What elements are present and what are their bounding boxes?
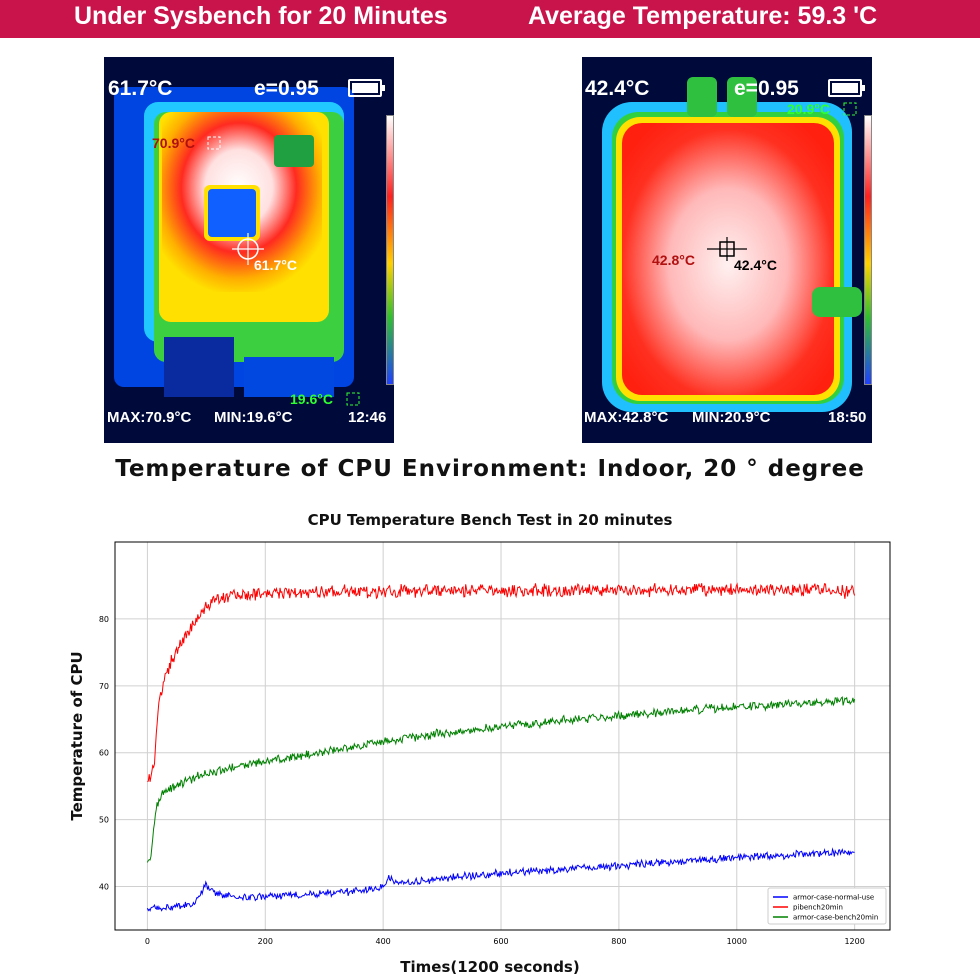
thermal-left-color-scale <box>386 115 394 385</box>
series-line-pibench20min <box>147 582 856 783</box>
x-tick-label: 0 <box>145 937 150 946</box>
thermal-right-time: 18:50 <box>828 409 867 426</box>
x-tick-label: 1000 <box>727 937 747 946</box>
plot-area <box>115 542 890 930</box>
thermal-right-min: MIN:20.9°C <box>692 409 771 426</box>
plot-frame <box>114 541 891 931</box>
thermal-left-max: MAX:70.9°C <box>107 409 192 426</box>
y-tick-label: 80 <box>99 615 109 624</box>
y-tick-label: 70 <box>99 682 109 691</box>
battery-icon <box>828 79 865 97</box>
thermal-left-min: MIN:19.6°C <box>214 409 293 426</box>
environment-subtitle: Temperature of CPU Environment: Indoor, … <box>115 456 865 482</box>
x-axis-label: Times(1200 seconds) <box>400 958 579 976</box>
thermal-right-cold-spot: 20.9°C <box>787 101 830 117</box>
thermal-left-hot-spot: 70.9°C <box>152 135 195 151</box>
thermal-left-center-spot: 61.7°C <box>254 257 297 273</box>
x-tick-label: 1200 <box>844 937 864 946</box>
series-line-armor-case-normal-use <box>146 847 855 912</box>
legend-entry: armor-case-bench20min <box>793 914 878 922</box>
thermal-right-emissivity: e=0.95 <box>734 77 799 100</box>
chart-title: CPU Temperature Bench Test in 20 minutes <box>307 511 673 529</box>
legend-entry: pibench20min <box>793 904 843 912</box>
x-tick-label: 600 <box>493 937 508 946</box>
legend-entry: armor-case-normal-use <box>793 894 874 902</box>
header-banner: Under Sysbench for 20 Minutes Average Te… <box>0 0 980 38</box>
thermal-board-graphic <box>104 57 394 443</box>
thermal-right-reading: 42.4°C <box>585 77 650 100</box>
x-tick-label: 400 <box>376 937 391 946</box>
y-axis-label: Temperature of CPU <box>68 651 86 820</box>
thermal-right-center-spot: 42.4°C <box>734 257 777 273</box>
thermal-left-emissivity: e=0.95 <box>254 77 319 100</box>
temperature-line-chart: 0 200 400 600 800 1000 1200 40 50 60 70 80 Times(120… <box>68 541 891 976</box>
thermal-right-max: MAX:42.8°C <box>584 409 669 426</box>
banner-right-text: Average Temperature: 59.3 'C <box>528 2 878 30</box>
x-tick-label: 200 <box>258 937 273 946</box>
banner-left-text: Under Sysbench for 20 Minutes <box>74 2 448 30</box>
thermal-left-reading: 61.7°C <box>108 77 173 100</box>
thermal-left-time: 12:46 <box>348 409 387 426</box>
series-line-armor-case-bench20min <box>146 696 856 863</box>
y-tick-label: 40 <box>99 883 109 892</box>
x-tick-label: 800 <box>611 937 626 946</box>
thermal-image-case: 42.4°C e=0.95 20.9°C 42.8°C 42.4°C MAX:4… <box>582 57 872 443</box>
chart-legend: armor-case-normal-use pibench20min armor-c… <box>767 887 887 925</box>
y-tick-label: 50 <box>99 816 109 825</box>
thermal-right-color-scale <box>864 115 872 385</box>
thermal-case-graphic <box>582 57 872 443</box>
y-tick-label: 60 <box>99 749 109 758</box>
thermal-right-hot-spot: 42.8°C <box>652 252 695 268</box>
thermal-image-board: 61.7°C e=0.95 70.9°C 61.7°C 19.6°C MAX:7… <box>104 57 394 443</box>
legend-box <box>767 887 887 925</box>
battery-icon <box>348 79 385 97</box>
thermal-left-cold-spot: 19.6°C <box>290 391 333 407</box>
